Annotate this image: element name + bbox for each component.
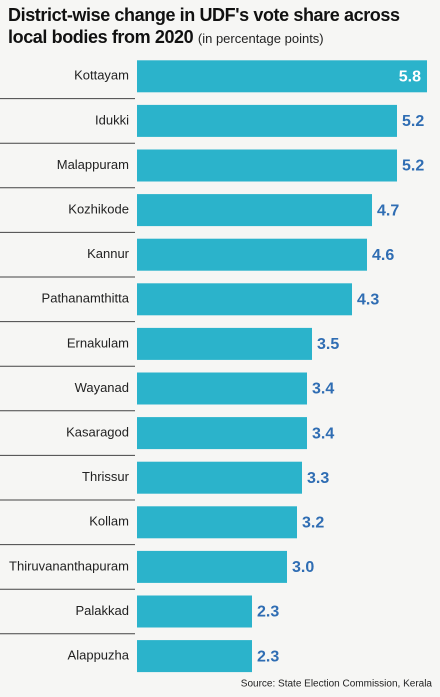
y-tick-label: Kollam	[89, 514, 129, 529]
data-label: 3.4	[312, 381, 334, 398]
y-tick-label: Malappuram	[57, 157, 129, 172]
bar	[137, 194, 372, 227]
data-label: 4.7	[377, 202, 399, 219]
chart-title: District-wise change in UDF's vote share…	[8, 5, 400, 47]
y-tick-label: Kottayam	[74, 68, 129, 83]
bar	[137, 149, 397, 182]
data-label: 3.5	[317, 336, 339, 353]
data-label: 3.2	[302, 515, 324, 532]
chart-subtitle: (in percentage points)	[197, 31, 324, 46]
data-label: 5.2	[402, 113, 424, 130]
bar	[137, 60, 427, 93]
data-label: 3.0	[292, 559, 314, 576]
bar	[137, 461, 302, 494]
source-note: Source: State Election Commission, Keral…	[241, 679, 433, 690]
y-tick-label: Idukki	[95, 112, 129, 127]
y-tick-label: Alappuzha	[68, 648, 130, 663]
data-label: 3.4	[312, 425, 334, 442]
bar	[137, 550, 287, 583]
y-tick-label: Ernakulam	[67, 335, 129, 350]
y-tick-label: Thrissur	[82, 469, 130, 484]
bar	[137, 238, 367, 271]
y-tick-label: Thiruvananthapuram	[9, 558, 129, 573]
y-tick-label: Palakkad	[76, 603, 129, 618]
bar	[137, 372, 307, 405]
y-tick-label: Pathanamthitta	[42, 291, 130, 306]
data-label: 4.6	[372, 247, 394, 264]
data-label: 2.3	[257, 648, 279, 665]
bar	[137, 506, 297, 539]
data-label: 2.3	[257, 604, 279, 621]
chart-title-block: District-wise change in UDF's vote share…	[8, 4, 436, 50]
y-tick-label: Kasaragod	[66, 425, 129, 440]
data-label: 5.2	[402, 158, 424, 175]
bar	[137, 417, 307, 450]
bar	[137, 595, 252, 628]
bar	[137, 283, 352, 316]
y-tick-label: Kozhikode	[68, 202, 129, 217]
bar	[137, 104, 397, 137]
y-tick-label: Kannur	[87, 246, 130, 261]
y-tick-label: Wayanad	[75, 380, 129, 395]
data-label: 3.3	[307, 470, 329, 487]
data-label: 4.3	[357, 292, 379, 309]
bar	[137, 640, 252, 673]
data-label: 5.8	[399, 69, 421, 86]
bar	[137, 327, 312, 360]
